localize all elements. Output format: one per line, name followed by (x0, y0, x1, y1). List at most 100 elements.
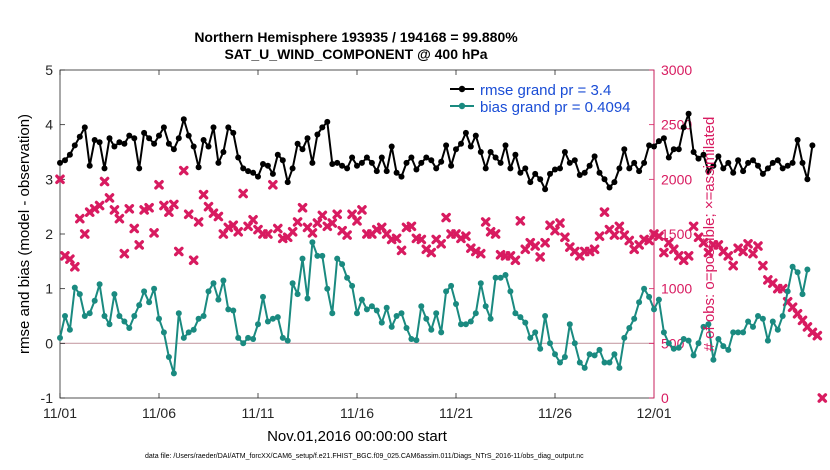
bias-point (349, 282, 356, 289)
rmse-point (57, 159, 63, 166)
assimilated-marker (317, 210, 328, 221)
bias-point (205, 288, 212, 295)
x-tick-label: 11/01 (43, 405, 77, 421)
bias-point (576, 359, 583, 366)
bias-point (690, 352, 697, 359)
rmse-point (655, 138, 662, 145)
x-axis-label: Nov.01,2016 00:00:00 start (267, 428, 448, 445)
bias-point (131, 313, 138, 319)
rmse-point (547, 170, 553, 177)
rmse-point (453, 146, 459, 153)
bias-point (700, 323, 707, 330)
bias-point (566, 321, 573, 328)
y-tick-label-right: 1000 (661, 281, 692, 297)
bias-point (730, 329, 737, 336)
rmse-point (334, 159, 341, 166)
rmse-point (665, 154, 672, 161)
bias-point (512, 310, 519, 317)
rmse-point (200, 137, 207, 143)
bias-point (428, 326, 435, 333)
rmse-point (408, 154, 415, 161)
rmse-point (146, 135, 153, 142)
rmse-point (368, 159, 375, 166)
rmse-point (413, 166, 420, 173)
rmse-point (537, 176, 544, 183)
assimilated-marker (683, 251, 694, 261)
assimilated-marker (703, 247, 714, 258)
bias-point (368, 303, 375, 310)
rmse-point (76, 133, 83, 140)
rmse-point (151, 140, 158, 147)
rmse-point (561, 149, 568, 155)
x-tick-label: 11/21 (439, 405, 473, 421)
bias-point (304, 295, 311, 302)
bias-point (458, 321, 464, 328)
bias-point (631, 315, 638, 322)
assimilated-marker (183, 209, 194, 220)
rmse-point (358, 159, 365, 166)
rmse-point (230, 129, 237, 136)
bias-point (611, 351, 618, 358)
bias-point (116, 313, 123, 319)
bias-point (309, 239, 316, 246)
rmse-point (245, 168, 252, 175)
series-0 (57, 110, 816, 193)
assimilated-marker (164, 207, 174, 217)
rmse-point (309, 159, 316, 166)
rmse-point (403, 159, 410, 166)
bias-point (408, 336, 415, 342)
bias-point (532, 329, 539, 336)
bias-point (126, 325, 133, 331)
bias-point (156, 315, 162, 322)
bias-point (81, 313, 88, 319)
bias-point (794, 269, 801, 276)
assimilated-marker (109, 205, 120, 215)
rmse-point (433, 165, 440, 172)
assimilated-marker (178, 165, 189, 176)
rmse-point (131, 135, 138, 142)
rmse-point (631, 159, 638, 166)
bias-point (170, 370, 177, 377)
bias-point (616, 364, 623, 371)
bias-point (641, 285, 648, 292)
assimilated-marker (753, 241, 763, 251)
bias-point (255, 321, 261, 328)
bias-point (269, 315, 276, 322)
rmse-point (339, 162, 346, 169)
assimilated-marker (535, 252, 545, 262)
rmse-point (685, 110, 692, 117)
assimilated-marker (728, 260, 738, 271)
rmse-point (388, 143, 395, 150)
rmse-point (755, 162, 761, 169)
rmse-point (646, 142, 653, 149)
bias-point (136, 302, 143, 309)
rmse-point (472, 132, 479, 139)
rmse-point (725, 159, 732, 166)
bias-point (784, 288, 791, 295)
bias-point (655, 296, 662, 303)
assimilated-marker (188, 255, 199, 266)
rmse-point (235, 154, 242, 161)
assimilated-marker (599, 207, 610, 217)
bias-point (507, 288, 514, 295)
rmse-point (175, 135, 182, 142)
rmse-point (349, 154, 356, 161)
bias-point (646, 293, 653, 300)
rmse-point (156, 132, 162, 139)
bias-point (651, 306, 657, 313)
assimilated-marker (297, 202, 308, 213)
rmse-point (477, 149, 484, 155)
bias-point (789, 263, 796, 270)
assimilated-marker (688, 221, 699, 232)
assimilated-marker (436, 239, 446, 249)
rmse-point (566, 159, 573, 166)
bias-point (764, 337, 771, 344)
rmse-point (393, 169, 400, 176)
rmse-point (492, 154, 499, 161)
assimilated-marker (357, 205, 367, 215)
rmse-point (443, 142, 450, 149)
bias-point (57, 334, 63, 341)
bias-point (740, 329, 747, 336)
rmse-point (522, 165, 529, 172)
plot-area (59, 69, 655, 399)
